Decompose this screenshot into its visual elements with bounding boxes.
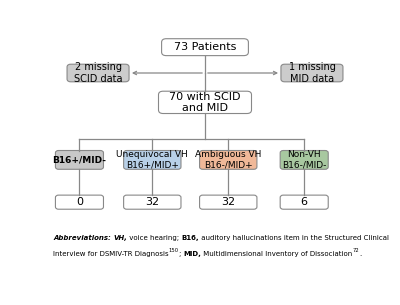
FancyBboxPatch shape xyxy=(280,150,328,169)
FancyBboxPatch shape xyxy=(200,150,257,169)
Text: Ambiguous VH
B16-/MID+: Ambiguous VH B16-/MID+ xyxy=(195,150,262,170)
Text: B16+/MID-: B16+/MID- xyxy=(52,155,106,164)
Text: Unequivocal VH
B16+/MID+: Unequivocal VH B16+/MID+ xyxy=(116,150,188,170)
Text: auditory hallucinations item in the Structured Clinical: auditory hallucinations item in the Stru… xyxy=(199,235,389,241)
Text: Interview for DSMIV-TR Diagnosis: Interview for DSMIV-TR Diagnosis xyxy=(53,251,169,257)
Text: VH,: VH, xyxy=(113,235,127,241)
FancyBboxPatch shape xyxy=(67,64,129,82)
Text: MID,: MID, xyxy=(184,251,201,257)
Text: 0: 0 xyxy=(76,197,83,207)
Text: ;: ; xyxy=(179,251,184,257)
Text: 32: 32 xyxy=(221,197,235,207)
FancyBboxPatch shape xyxy=(162,39,248,56)
Text: Multidimensional Inventory of Dissociation: Multidimensional Inventory of Dissociati… xyxy=(201,251,353,257)
FancyBboxPatch shape xyxy=(124,195,181,209)
Text: 70 with SCID
and MID: 70 with SCID and MID xyxy=(169,92,241,113)
Text: 32: 32 xyxy=(145,197,159,207)
Text: B16,: B16, xyxy=(182,235,199,241)
FancyBboxPatch shape xyxy=(158,91,252,113)
Text: 73 Patients: 73 Patients xyxy=(174,42,236,52)
FancyBboxPatch shape xyxy=(124,150,181,169)
Text: 150: 150 xyxy=(169,248,179,253)
FancyBboxPatch shape xyxy=(281,64,343,82)
Text: 1 missing
MID data: 1 missing MID data xyxy=(288,62,335,84)
Text: voice hearing;: voice hearing; xyxy=(127,235,182,241)
FancyBboxPatch shape xyxy=(56,150,104,169)
Text: 6: 6 xyxy=(301,197,308,207)
Text: Abbreviations:: Abbreviations: xyxy=(53,235,113,241)
FancyBboxPatch shape xyxy=(200,195,257,209)
Text: 72: 72 xyxy=(353,248,359,253)
FancyBboxPatch shape xyxy=(56,195,104,209)
FancyBboxPatch shape xyxy=(280,195,328,209)
Text: .: . xyxy=(359,251,362,257)
Text: 2 missing
SCID data: 2 missing SCID data xyxy=(74,62,122,84)
Text: Non-VH
B16-/MID-: Non-VH B16-/MID- xyxy=(282,150,326,170)
